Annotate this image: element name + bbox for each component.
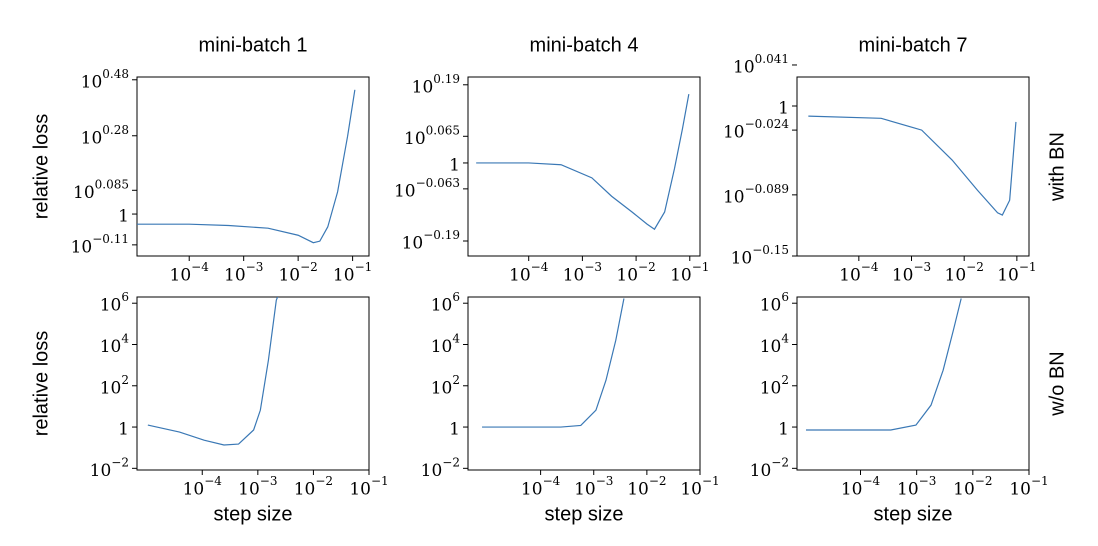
y-tick-label: 1 [118, 207, 129, 227]
x-tick-label: 10−1 [680, 474, 719, 500]
x-tick-label: 10−2 [294, 474, 333, 500]
y-axis-label: relative loss [30, 331, 52, 437]
x-tick-label: 10−4 [521, 474, 561, 500]
y-tick-label: 10−0.063 [394, 175, 460, 201]
x-tick-label: 10−4 [170, 260, 210, 286]
x-tick-label: 10−3 [574, 474, 613, 500]
x-tick-label: 10−3 [238, 474, 277, 500]
x-tick-label: 10−1 [333, 260, 372, 286]
y-tick-label: 102 [100, 372, 129, 398]
y-tick-label: 10−2 [421, 455, 460, 481]
x-tick-label: 10−2 [616, 260, 655, 286]
y-tick-label: 104 [431, 331, 461, 357]
y-tick-label: 104 [100, 331, 130, 357]
plot-frame [136, 296, 370, 471]
row-label: w/o BN [1046, 351, 1068, 416]
x-tick-label: 10−4 [509, 260, 549, 286]
x-tick-label: 10−1 [1009, 474, 1048, 500]
y-tick-label: 1 [118, 420, 129, 440]
y-tick-label: 102 [760, 372, 789, 398]
x-tick-label: 10−3 [224, 260, 263, 286]
y-tick-label: 104 [760, 331, 790, 357]
y-tick-label: 106 [760, 290, 789, 316]
x-tick-label: 10−3 [897, 474, 936, 500]
x-tick-label: 10−4 [183, 474, 223, 500]
y-tick-label: 10−0.11 [71, 231, 129, 257]
subplot-title: mini-batch 1 [199, 34, 308, 56]
subplot-title: mini-batch 7 [859, 34, 968, 56]
x-tick-label: 10−2 [945, 260, 984, 286]
plot-frame [467, 76, 701, 257]
y-tick-label: 10−2 [90, 455, 129, 481]
plot-frame [796, 76, 1030, 257]
y-tick-label: 10−2 [750, 455, 789, 481]
plot-frame [796, 296, 1030, 471]
x-tick-label: 10−3 [563, 260, 602, 286]
y-tick-label: 1 [778, 420, 789, 440]
subplot-title: mini-batch 4 [530, 34, 639, 56]
data-line [808, 115, 1017, 216]
y-tick-label: 1 [778, 98, 789, 118]
data-line [147, 297, 279, 446]
y-tick-label: 106 [100, 290, 129, 316]
x-tick-label: 10−4 [841, 474, 881, 500]
y-tick-label: 10−0.19 [402, 228, 460, 254]
x-tick-label: 10−2 [627, 474, 666, 500]
y-tick-label: 100.19 [412, 71, 460, 97]
y-tick-label: 1 [449, 155, 460, 175]
y-tick-label: 100.48 [81, 66, 129, 92]
y-tick-label: 100.041 [733, 51, 789, 77]
y-tick-label: 10−0.15 [731, 243, 789, 269]
x-tick-label: 10−2 [278, 260, 317, 286]
x-tick-label: 10−2 [953, 474, 992, 500]
x-axis-label: step size [214, 503, 293, 525]
y-tick-label: 102 [431, 372, 460, 398]
y-tick-label: 100.085 [73, 177, 129, 203]
row-label: with BN [1046, 132, 1068, 202]
y-tick-label: 106 [431, 290, 460, 316]
y-tick-label: 100.065 [404, 123, 460, 149]
x-tick-label: 10−4 [839, 260, 879, 286]
x-tick-label: 10−1 [670, 260, 709, 286]
x-tick-label: 10−1 [349, 474, 388, 500]
data-line [476, 94, 690, 231]
x-tick-label: 10−1 [997, 260, 1036, 286]
y-axis-label: relative loss [30, 114, 52, 220]
data-line [137, 89, 356, 244]
y-tick-label: 1 [449, 420, 460, 440]
data-line [482, 298, 625, 428]
x-axis-label: step size [874, 503, 953, 525]
x-axis-label: step size [545, 503, 624, 525]
y-tick-label: 10−0.089 [723, 181, 789, 207]
y-tick-label: 10−0.024 [723, 117, 789, 143]
data-line [805, 298, 962, 431]
plot-frame [467, 296, 701, 471]
y-tick-label: 100.28 [81, 122, 129, 148]
x-tick-label: 10−3 [892, 260, 931, 286]
plot-frame [136, 76, 370, 257]
